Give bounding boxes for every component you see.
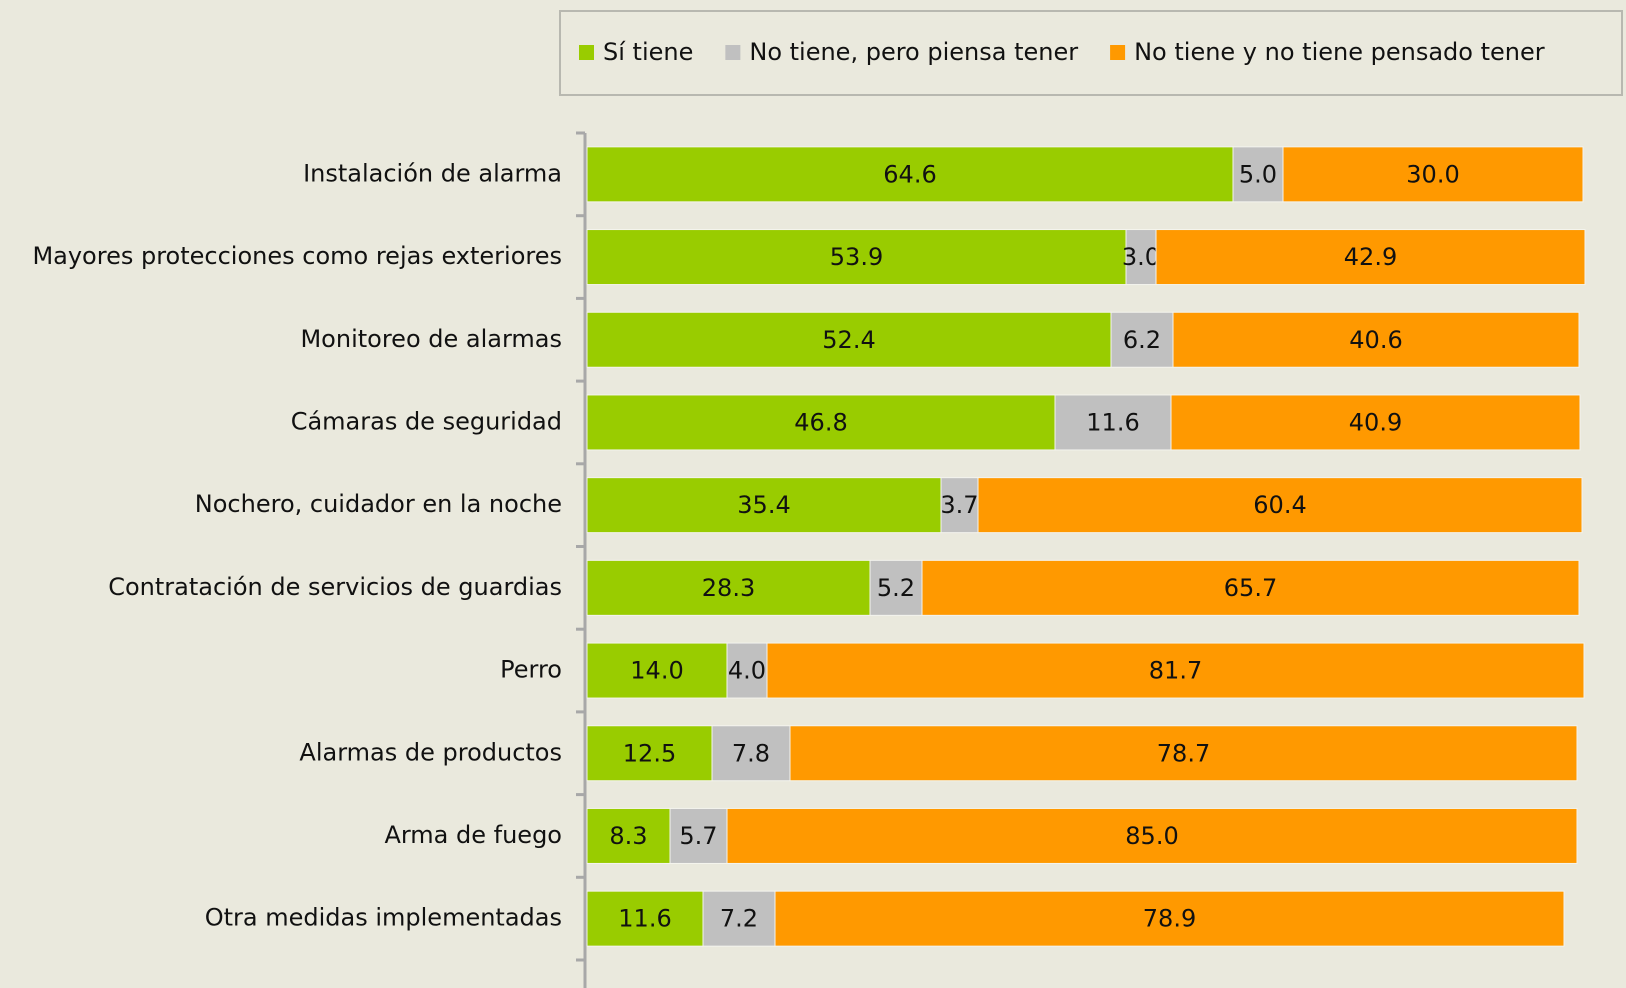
bar-segment: [766, 642, 1585, 699]
bar-segment: [586, 890, 704, 947]
bar-segment: [1232, 146, 1284, 203]
category-label: Otra medidas implementadas: [205, 904, 562, 932]
bar-segment: [586, 229, 1127, 286]
value-label: 81.7: [1149, 657, 1202, 685]
bar-segment: [940, 477, 979, 534]
value-label: 53.9: [830, 243, 883, 271]
bar-segment: [1282, 146, 1584, 203]
value-label: 85.0: [1125, 822, 1178, 850]
value-label: 46.8: [794, 408, 847, 436]
value-label: 6.2: [1123, 326, 1161, 354]
bar-segment: [1155, 229, 1586, 286]
value-label: 11.6: [1086, 408, 1139, 436]
value-label: 42.9: [1344, 243, 1397, 271]
bar-segment: [1054, 394, 1172, 451]
bar-segment: [586, 725, 713, 782]
category-label: Monitoreo de alarmas: [300, 325, 562, 353]
category-label: Mayores protecciones como rejas exterior…: [32, 242, 562, 270]
category-label: Nochero, cuidador en la noche: [195, 490, 562, 518]
bar-segment: [789, 725, 1578, 782]
bar-segment: [1125, 229, 1157, 286]
bar-segment: [1110, 311, 1174, 368]
value-label: 14.0: [630, 657, 683, 685]
value-label: 30.0: [1406, 160, 1459, 188]
value-label: 5.7: [679, 822, 717, 850]
value-label: 7.2: [720, 905, 758, 933]
legend-box: [559, 10, 1623, 96]
value-label: 40.9: [1349, 408, 1402, 436]
category-label: Cámaras de seguridad: [291, 407, 562, 435]
value-label: 35.4: [737, 491, 790, 519]
value-label: 12.5: [623, 739, 676, 767]
bar-segment: [726, 642, 768, 699]
bar-segment: [586, 311, 1112, 368]
value-label: 3.0: [1122, 243, 1160, 271]
bar-segment: [586, 559, 871, 616]
value-label: 5.2: [877, 574, 915, 602]
value-label: 64.6: [883, 160, 936, 188]
bar-segment: [977, 477, 1583, 534]
bar-segment: [586, 394, 1056, 451]
value-label: 5.0: [1239, 160, 1277, 188]
value-label: 78.9: [1143, 905, 1196, 933]
value-label: 28.3: [702, 574, 755, 602]
bar-segment: [586, 642, 728, 699]
bar-segment: [586, 807, 671, 864]
category-label: Contratación de servicios de guardias: [108, 573, 562, 601]
value-label: 3.7: [940, 491, 978, 519]
category-label: Arma de fuego: [384, 821, 562, 849]
legend-swatch: [1110, 45, 1126, 60]
value-label: 8.3: [609, 822, 647, 850]
legend-label: Sí tiene: [603, 38, 693, 66]
legend-label: No tiene y no tiene pensado tener: [1134, 38, 1545, 66]
category-label: Instalación de alarma: [303, 159, 562, 187]
legend-swatch: [579, 45, 594, 60]
bar-segment: [726, 807, 1578, 864]
value-label: 7.8: [732, 739, 770, 767]
value-label: 11.6: [618, 905, 671, 933]
legend-swatch: [725, 45, 741, 60]
value-label: 52.4: [822, 326, 875, 354]
bar-segment: [711, 725, 791, 782]
value-label: 78.7: [1157, 739, 1210, 767]
category-label: Alarmas de productos: [299, 738, 562, 766]
bar-segment: [1172, 311, 1580, 368]
category-label: Perro: [500, 656, 562, 684]
value-label: 65.7: [1224, 574, 1277, 602]
value-label: 4.0: [728, 657, 766, 685]
bar-segment: [774, 890, 1565, 947]
legend-label: No tiene, pero piensa tener: [749, 38, 1078, 66]
bar-segment: [921, 559, 1580, 616]
value-label: 60.4: [1253, 491, 1306, 519]
bar-segment: [586, 477, 942, 534]
bar-segment: [702, 890, 776, 947]
bar-segment: [869, 559, 923, 616]
bar-segment: [1170, 394, 1581, 451]
bar-segment: [669, 807, 728, 864]
value-label: 40.6: [1349, 326, 1402, 354]
bar-segment: [586, 146, 1234, 203]
